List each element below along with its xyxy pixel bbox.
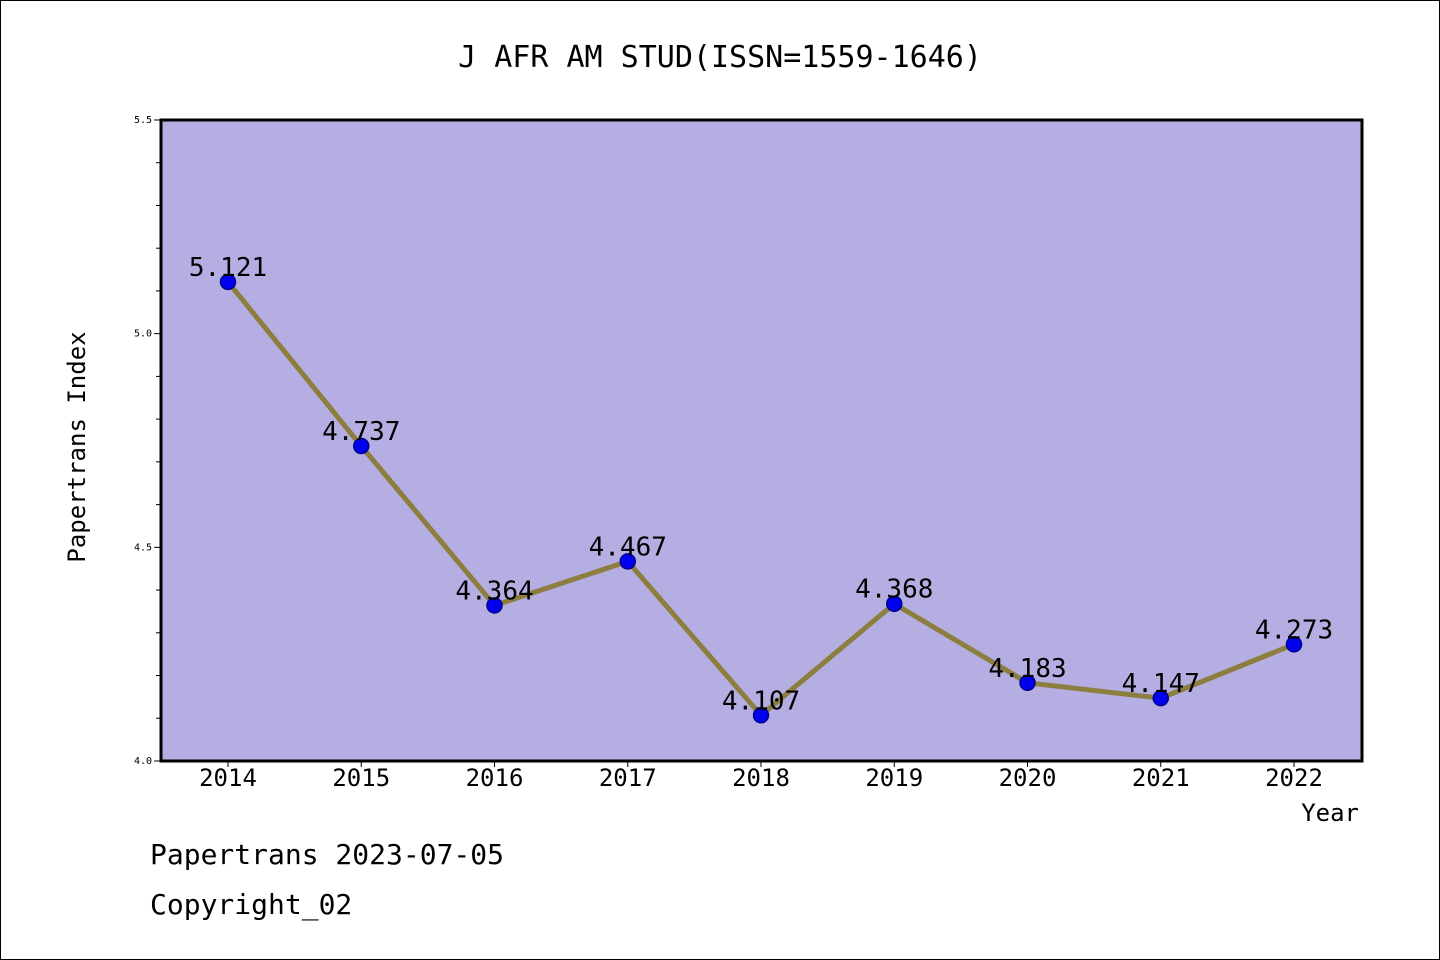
data-point [1019, 674, 1036, 692]
data-label: 4.147 [1122, 669, 1200, 699]
footer-copyright: Copyright_02 [150, 888, 352, 922]
series-layer [219, 273, 1303, 724]
data-point [1285, 636, 1303, 653]
y-tick-label: 4.5 [134, 542, 152, 553]
data-label: 4.467 [589, 532, 667, 562]
x-tick-label: 2015 [332, 764, 390, 792]
x-tick-label: 2017 [599, 764, 657, 792]
data-point [1152, 689, 1169, 707]
y-tick-label: 4.0 [134, 756, 152, 767]
x-tick-label: 2022 [1265, 764, 1323, 792]
data-label: 4.368 [855, 575, 933, 605]
footer-date: Papertrans 2023-07-05 [150, 838, 504, 871]
x-tick-label: 2018 [732, 764, 790, 792]
y-tick-label: 5.5 [134, 115, 152, 126]
data-point [219, 273, 237, 291]
data-point [619, 553, 636, 570]
chart-title: J AFR AM STUD(ISSN=1559-1646) [458, 40, 982, 75]
x-tick-label: 2021 [1132, 764, 1190, 792]
x-tick-label: 2016 [466, 764, 524, 792]
y-axis: 4.0 4.5 5.0 5.5 [134, 115, 161, 767]
y-tick-label: 5.0 [134, 329, 152, 340]
data-label: 4.273 [1255, 615, 1333, 645]
x-tick-label: 2020 [999, 764, 1057, 792]
x-tick-label: 2019 [865, 764, 923, 792]
x-axis-label: Year [1301, 799, 1359, 827]
x-axis: 2014 2015 2016 2017 2018 2019 2020 2021 2022 [199, 761, 1323, 792]
data-label: 5.121 [189, 253, 267, 283]
data-point [486, 597, 503, 614]
y-axis-label: Papertrans Index [63, 331, 91, 562]
data-point [353, 437, 370, 455]
data-label: 4.183 [988, 654, 1066, 684]
data-label: 4.107 [722, 686, 800, 716]
data-label: 4.737 [322, 417, 400, 447]
data-label: 4.364 [455, 576, 533, 606]
x-tick-label: 2014 [199, 764, 257, 792]
data-point [752, 707, 770, 724]
data-point [886, 595, 903, 612]
data-labels: 5.121 4.737 4.364 4.467 4.107 4.368 4.183 4.147… [189, 253, 1333, 716]
